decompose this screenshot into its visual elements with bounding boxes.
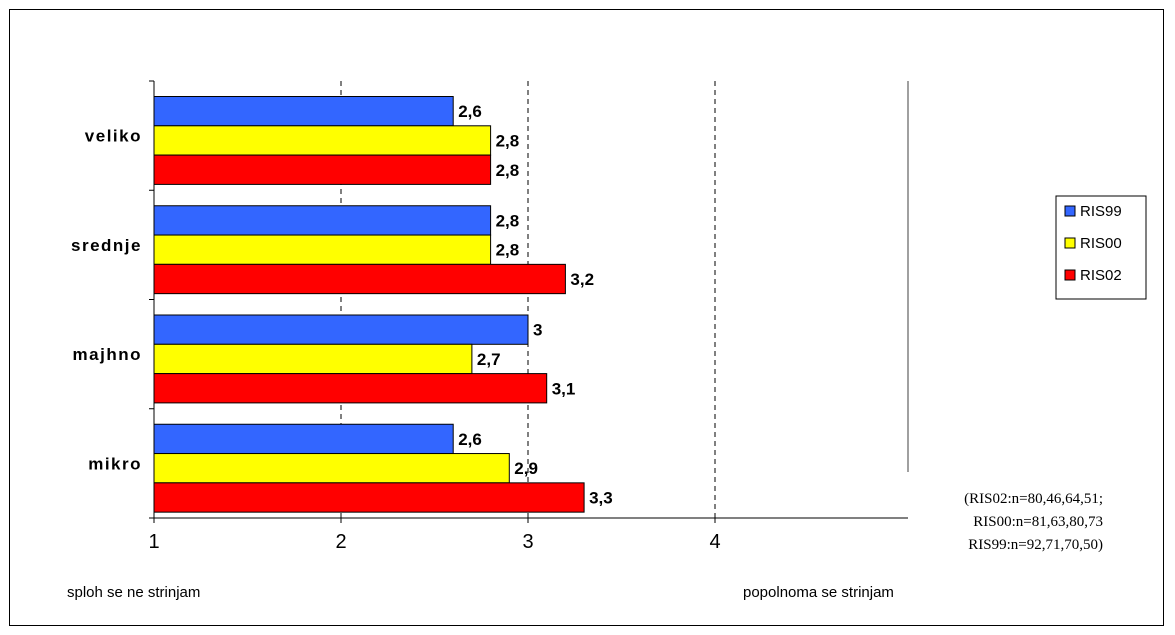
category-label-veliko: veliko: [85, 127, 142, 146]
bar-mikro-RIS00: [153, 453, 510, 484]
value-label-majhno-RIS02: 3,1: [552, 379, 576, 398]
bar-veliko-RIS99: [153, 96, 454, 127]
legend-label-RIS99: RIS99: [1080, 203, 1122, 220]
sample-size-note: (RIS02:n=80,46,64,51; RIS00:n=81,63,80,73…: [964, 491, 1103, 553]
bar-majhno-RIS00: [153, 343, 473, 375]
x-tick-label-4: 4: [709, 531, 720, 553]
legend-label-RIS02: RIS02: [1080, 267, 1122, 284]
value-label-majhno-RIS00: 2,7: [477, 350, 501, 369]
value-label-mikro-RIS00: 2,9: [514, 459, 538, 478]
note-line-3: RIS99:n=92,71,70,50): [968, 537, 1103, 553]
axes: [149, 80, 909, 523]
bar-veliko-RIS00: [153, 125, 492, 156]
value-label-veliko-RIS00: 2,8: [496, 131, 520, 150]
value-label-veliko-RIS02: 2,8: [496, 161, 520, 180]
value-label-srednje-RIS00: 2,8: [496, 241, 520, 260]
bar-mikro-RIS02: [153, 482, 585, 513]
bar-srednje-RIS99: [153, 205, 492, 236]
value-label-srednje-RIS02: 3,2: [570, 270, 594, 289]
bar-srednje-RIS00: [153, 234, 492, 265]
bars: [153, 96, 585, 513]
legend: RIS99 RIS00 RIS02: [1055, 195, 1147, 300]
bar-majhno-RIS02: [153, 373, 548, 404]
low-end-label: sploh se ne strinjam: [67, 584, 200, 601]
note-line-2: RIS00:n=81,63,80,73: [973, 514, 1103, 530]
category-label-srednje: srednje: [71, 236, 142, 255]
chart-frame: 2,6 2,8 2,8 veliko 2,8 2,8 3,2 srednje 3 2,7 3,1 ma…: [9, 9, 1164, 626]
legend-swatch-RIS02: [1064, 269, 1076, 281]
x-tick-label-2: 2: [335, 531, 346, 553]
x-tick-label-1: 1: [148, 531, 159, 553]
value-label-mikro-RIS99: 2,6: [458, 430, 482, 449]
bar-chart: 2,6 2,8 2,8 veliko 2,8 2,8 3,2 srednje 3 2,7 3,1 ma…: [67, 80, 1147, 601]
labels: 2,6 2,8 2,8 veliko 2,8 2,8 3,2 srednje 3 2,7 3,1 ma…: [67, 102, 894, 601]
bar-veliko-RIS02: [153, 154, 492, 185]
category-label-mikro: mikro: [88, 454, 142, 473]
note-line-1: (RIS02:n=80,46,64,51;: [964, 491, 1103, 507]
value-label-mikro-RIS02: 3,3: [589, 489, 613, 508]
value-label-majhno-RIS99: 3: [533, 321, 542, 340]
category-label-majhno: majhno: [73, 345, 142, 364]
value-label-veliko-RIS99: 2,6: [458, 102, 482, 121]
high-end-label: popolnoma se strinjam: [743, 584, 894, 601]
bar-srednje-RIS02: [153, 263, 566, 295]
legend-label-RIS00: RIS00: [1080, 235, 1122, 252]
value-label-srednje-RIS99: 2,8: [496, 211, 520, 230]
bar-majhno-RIS99: [153, 314, 529, 345]
legend-swatch-RIS00: [1064, 237, 1076, 249]
bar-mikro-RIS99: [153, 423, 454, 455]
legend-swatch-RIS99: [1064, 205, 1076, 217]
x-tick-label-3: 3: [522, 531, 533, 553]
